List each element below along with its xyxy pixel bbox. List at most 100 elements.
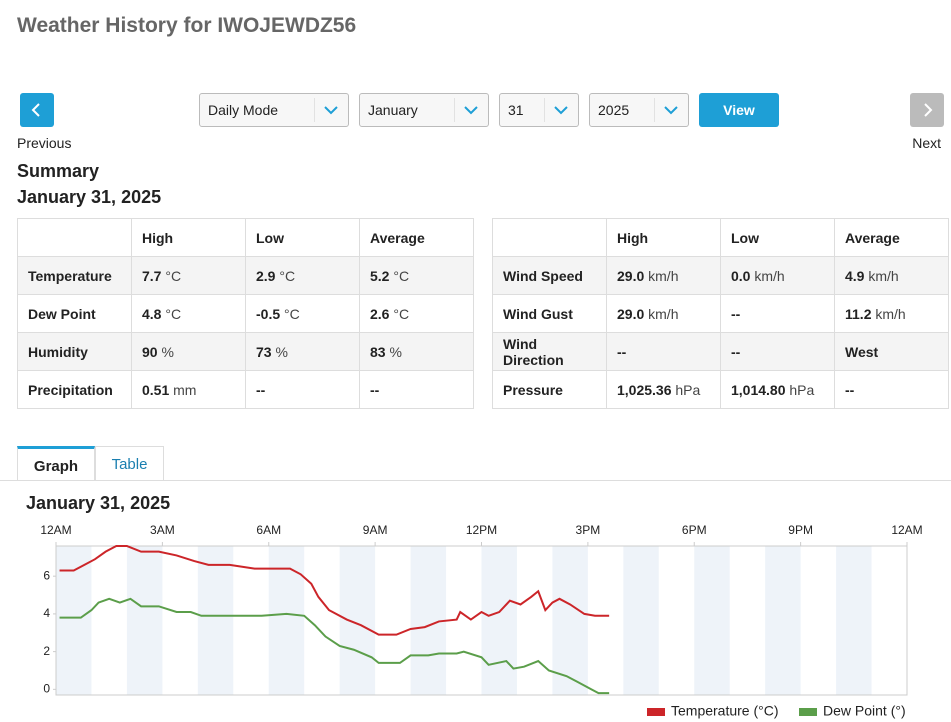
- series-line: [59, 597, 610, 695]
- previous-label[interactable]: Previous: [17, 135, 72, 151]
- cell-unit: %: [275, 343, 288, 360]
- cell-unit: km/h: [648, 267, 679, 284]
- cell-value: 1,025.36: [617, 381, 672, 398]
- cell-unit: °C: [279, 267, 296, 284]
- summary-table: High Low Average Temperature 7.7 °C 2.9 °C 5.2…: [17, 218, 474, 409]
- legend-swatch: [647, 708, 665, 716]
- row-label: Temperature: [28, 267, 112, 284]
- select-text: January: [368, 102, 418, 118]
- cell-unit: °C: [393, 267, 410, 284]
- cell-unit: %: [161, 343, 174, 360]
- cell: [17, 218, 132, 257]
- cell-unit: km/h: [648, 305, 679, 322]
- page-title: Weather History for IWOJEWDZ56: [17, 14, 357, 37]
- cell-value: --: [845, 381, 855, 398]
- cell: Wind Speed: [492, 256, 607, 295]
- cell-value: 2.9: [256, 267, 276, 284]
- hour-band: [56, 546, 92, 695]
- cell-value: --: [256, 381, 266, 398]
- cell-value: 2.6: [370, 305, 390, 322]
- select-text: Daily Mode: [208, 102, 279, 118]
- month-select[interactable]: January: [359, 93, 489, 127]
- arrow-icon: [31, 103, 40, 117]
- chevron: [544, 98, 568, 122]
- cell-value: 11.2: [845, 305, 872, 322]
- tab[interactable]: Table: [95, 446, 164, 480]
- hour-band: [197, 546, 234, 695]
- y-tick-label: 6: [43, 568, 50, 582]
- x-tick-label: 3AM: [150, 523, 175, 537]
- row-label: Wind Direction: [503, 335, 564, 368]
- cell-value: --: [731, 305, 741, 322]
- cell: Average: [359, 218, 474, 257]
- hour-band: [694, 546, 730, 695]
- x-tick-label: 12PM: [466, 523, 497, 537]
- hour-band: [623, 546, 659, 695]
- header-text: High: [142, 229, 174, 246]
- cell: 83 %: [359, 332, 474, 371]
- next-button[interactable]: [910, 93, 944, 127]
- cell: [492, 218, 607, 257]
- cell-value: 83: [370, 343, 386, 360]
- hour-band: [552, 546, 588, 695]
- cell-value: --: [370, 381, 380, 398]
- cell-unit: km/h: [875, 305, 906, 322]
- day-select[interactable]: 31: [499, 93, 579, 127]
- next-label[interactable]: Next: [912, 135, 941, 151]
- row: Precipitation 0.51 mm -- --: [17, 370, 474, 409]
- hour-band: [765, 546, 801, 695]
- header-row: High Low Average: [492, 218, 949, 257]
- y-tick-label: 2: [43, 644, 50, 658]
- year-select[interactable]: 2025: [589, 93, 689, 127]
- cell: 0.0 km/h: [720, 256, 835, 295]
- row: Dew Point 4.8 °C -0.5 °C 2.6 °C: [17, 294, 474, 333]
- cell: High: [606, 218, 721, 257]
- row: Temperature 7.7 °C 2.9 °C 5.2 °C: [17, 256, 474, 295]
- tab[interactable]: Graph: [17, 446, 95, 480]
- x-tick-label: 3PM: [576, 523, 601, 537]
- select-text: 31: [508, 102, 524, 118]
- chevron: [654, 98, 678, 122]
- cell: 2.9 °C: [245, 256, 360, 295]
- previous-button[interactable]: [20, 93, 54, 127]
- cell: Average: [834, 218, 949, 257]
- chart: 12AM 3AM 6AM 9AM 12PM 3PM 6PM 9PM 12AM 0 2 4 6 Temper…: [40, 523, 922, 719]
- cell: Low: [245, 218, 360, 257]
- row-label: Precipitation: [28, 381, 113, 398]
- cell-value: 29.0: [617, 305, 645, 322]
- tab-line: [0, 480, 951, 481]
- chevron: [454, 98, 478, 122]
- cell: Low: [720, 218, 835, 257]
- row-label: Humidity: [28, 343, 88, 360]
- row-label: Wind Speed: [503, 267, 583, 284]
- series-line: [59, 545, 610, 636]
- legend-swatch: [799, 708, 817, 716]
- cell-value: 4.9: [845, 267, 865, 284]
- view-button[interactable]: View: [699, 93, 779, 127]
- cell: --: [834, 370, 949, 409]
- header-text: Average: [370, 229, 425, 246]
- cell-unit: °C: [393, 305, 410, 322]
- cell-unit: hPa: [675, 381, 701, 398]
- cell-value: --: [731, 343, 741, 360]
- header-text: Low: [256, 229, 284, 246]
- cell-value: 7.7: [142, 267, 162, 284]
- cell: Wind Gust: [492, 294, 607, 333]
- row: Wind Direction -- -- West: [492, 332, 949, 371]
- header-text: High: [617, 229, 649, 246]
- cell: --: [359, 370, 474, 409]
- mode-select[interactable]: Daily Mode: [199, 93, 349, 127]
- cell: 11.2 km/h: [834, 294, 949, 333]
- arrow-icon: [924, 103, 933, 117]
- cell: --: [245, 370, 360, 409]
- cell-unit: hPa: [789, 381, 815, 398]
- row: Wind Speed 29.0 km/h 0.0 km/h 4.9 km/h: [492, 256, 949, 295]
- y-tick-label: 0: [43, 682, 50, 696]
- cell-value: 4.8: [142, 305, 162, 322]
- cell: Wind Direction: [492, 332, 607, 371]
- header-row: High Low Average: [17, 218, 474, 257]
- cell: 5.2 °C: [359, 256, 474, 295]
- x-tick-label: 6AM: [256, 523, 281, 537]
- legend-label: Temperature (°C): [671, 703, 779, 719]
- cell-value: 29.0: [617, 267, 645, 284]
